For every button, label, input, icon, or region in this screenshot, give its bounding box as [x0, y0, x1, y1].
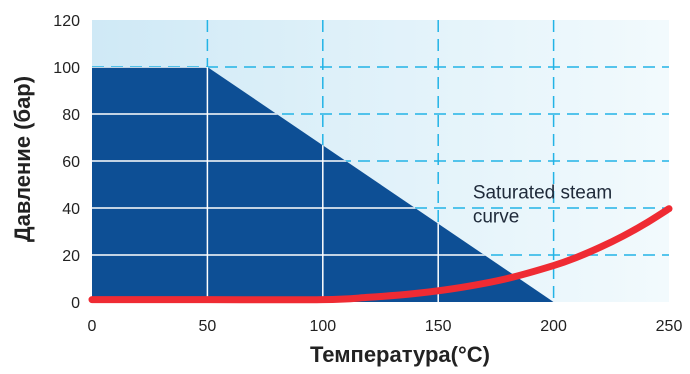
y-tick-label: 40 — [62, 201, 80, 218]
x-axis-title: Температура(°C) — [310, 342, 490, 367]
x-tick-labels: 0 50 100 150 200 250 — [88, 318, 683, 335]
y-tick-label: 20 — [62, 248, 80, 265]
x-tick-label: 100 — [309, 318, 336, 335]
x-tick-label: 200 — [540, 318, 567, 335]
x-tick-label: 0 — [88, 318, 97, 335]
y-tick-label: 60 — [62, 154, 80, 171]
y-tick-label: 0 — [71, 295, 80, 312]
x-tick-label: 250 — [656, 318, 683, 335]
y-tick-label: 120 — [53, 13, 80, 30]
x-tick-label: 50 — [199, 318, 217, 335]
annotation-label: curve — [473, 207, 519, 228]
y-tick-label: 100 — [53, 60, 80, 77]
annotation-label: Saturated steam — [473, 183, 612, 204]
y-tick-labels: 0 20 40 60 80 100 120 — [53, 13, 80, 312]
x-tick-label: 150 — [425, 318, 452, 335]
y-tick-label: 80 — [62, 107, 80, 124]
y-axis-title: Давление (бар) — [10, 76, 35, 242]
